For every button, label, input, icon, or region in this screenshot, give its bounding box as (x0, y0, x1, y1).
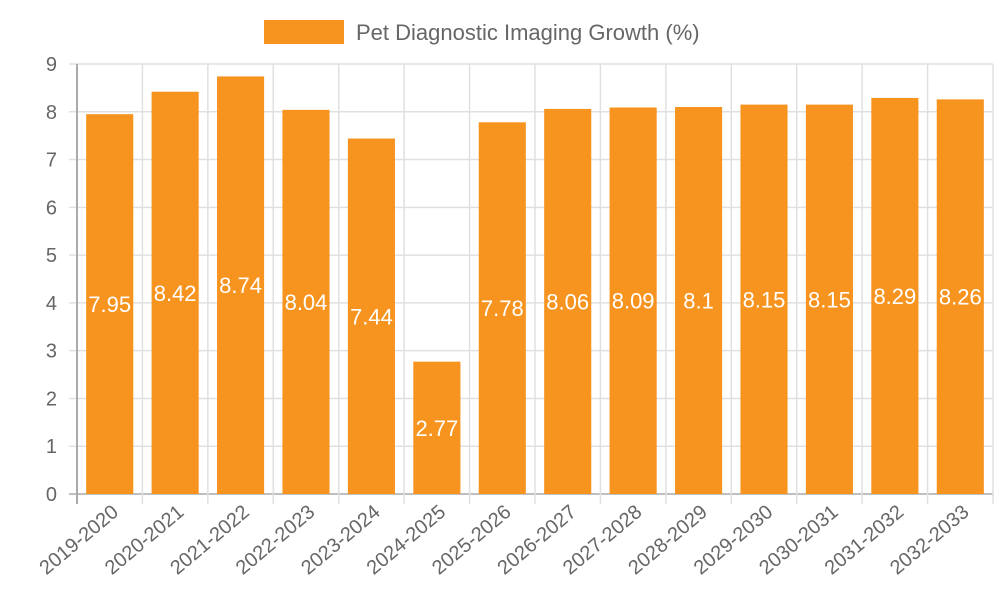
bar[interactable] (413, 361, 461, 494)
bar[interactable] (936, 99, 984, 494)
y-tick-label: 0 (46, 484, 57, 506)
bar[interactable] (86, 114, 134, 495)
data-label: 8.15 (743, 287, 786, 312)
y-tick-label: 8 (46, 102, 57, 124)
y-tick-label: 2 (46, 388, 57, 410)
data-label: 8.09 (612, 289, 655, 314)
bar[interactable] (805, 104, 853, 494)
bar[interactable] (871, 97, 919, 494)
data-label: 8.29 (873, 284, 916, 309)
data-label: 7.95 (88, 292, 131, 317)
bar[interactable] (151, 91, 199, 494)
y-axis: 0 1 2 3 4 5 6 7 8 9 (46, 54, 57, 506)
y-tick-label: 6 (46, 197, 57, 219)
bar[interactable] (675, 107, 723, 494)
data-label: 8.04 (285, 290, 328, 315)
legend-swatch (264, 20, 344, 44)
data-label: 8.15 (808, 287, 851, 312)
data-label: 8.1 (683, 289, 714, 314)
data-label: 8.74 (219, 273, 262, 298)
data-label: 8.06 (546, 289, 589, 314)
bar[interactable] (478, 122, 526, 495)
y-tick-label: 7 (46, 150, 57, 172)
bar[interactable] (544, 108, 592, 495)
bar[interactable] (740, 104, 788, 494)
data-label: 7.44 (350, 304, 393, 329)
gridlines (69, 63, 994, 504)
y-tick-label: 3 (46, 341, 57, 363)
data-label: 2.77 (415, 416, 458, 441)
y-tick-label: 9 (46, 54, 57, 76)
legend-label: Pet Diagnostic Imaging Growth (%) (356, 20, 700, 45)
data-label: 8.42 (154, 281, 197, 306)
bar[interactable] (347, 138, 395, 495)
bar[interactable] (282, 109, 330, 494)
y-tick-label: 1 (46, 436, 57, 458)
y-tick-label: 5 (46, 245, 57, 267)
x-axis: 2019-20202020-20212021-20222022-20232023… (36, 501, 974, 579)
bar[interactable] (217, 76, 265, 494)
bars: 7.95 8.42 8.74 8.04 7.44 2.77 7.78 8.06 8.09 8.1 8… (86, 76, 984, 495)
data-label: 8.26 (939, 285, 982, 310)
y-tick-label: 4 (46, 293, 57, 315)
bar[interactable] (609, 107, 657, 494)
data-label: 7.78 (481, 296, 524, 321)
legend[interactable]: Pet Diagnostic Imaging Growth (%) (264, 20, 700, 45)
